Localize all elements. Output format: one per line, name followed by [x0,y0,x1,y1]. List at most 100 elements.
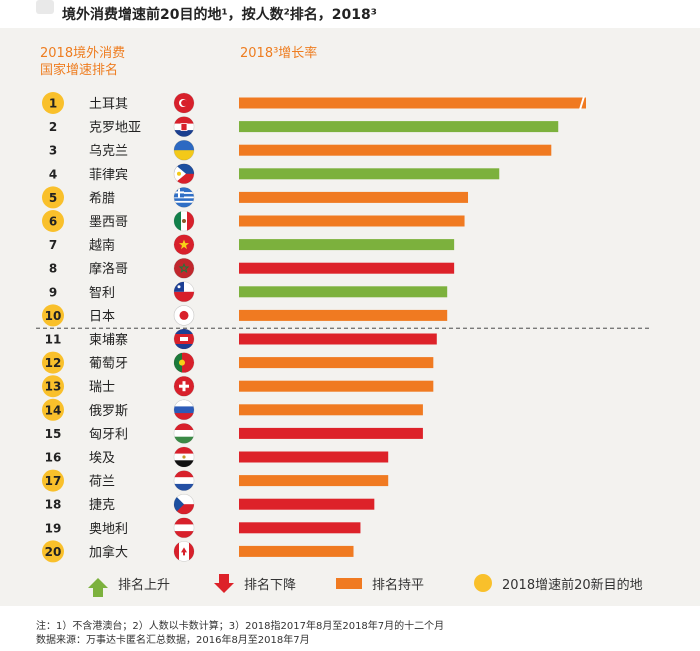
country-name: 荷兰 [89,475,115,490]
flag-outline [173,328,195,350]
flag-canada-icon [174,541,194,562]
country-name: 乌克兰 [89,143,128,159]
rank-badge [42,92,64,114]
flag-outline [173,399,195,421]
legend-up-label: 排名上升 [118,577,171,593]
growth-bar [239,191,469,203]
growth-bar [239,144,552,156]
rank-number: 20 [45,545,62,559]
country-name: 克罗地亚 [89,121,141,136]
growth-bar [239,309,448,321]
arrow-down-icon [214,573,234,593]
flag-outline [173,305,195,326]
axis-break-mark [579,96,585,110]
growth-header: 2018³增长率 [240,46,318,61]
growth-bar [239,380,434,392]
rank-header-line2: 国家增速排名 [40,63,119,78]
flag-switzerland-icon [174,376,194,397]
country-name: 智利 [89,286,115,301]
flag-outline [173,352,195,373]
rank-badge [42,398,64,421]
flag-croatia-icon [174,116,194,137]
flag-austria-icon [174,517,194,538]
rank-badge [42,375,64,398]
growth-bar [239,404,423,416]
rank-badge [42,469,64,492]
rank-number: 19 [45,521,62,535]
growth-bar [239,286,448,298]
growth-bar [239,522,361,534]
flag-japan-icon [174,305,194,326]
country-name: 俄罗斯 [89,404,128,419]
flag-russia-icon [174,399,194,420]
growth-bar [239,239,455,251]
flag-outline [173,375,195,397]
country-name: 摩洛哥 [89,261,128,277]
rank-number: 6 [49,215,57,229]
rank-number: 1 [49,97,57,111]
growth-bar [239,97,586,109]
legend-new: 2018增速前20新目的地 [474,572,643,594]
flag-outline [173,281,195,303]
rank-number: 4 [49,167,57,181]
page-title: 境外消费增速前20目的地¹，按人数²排名，2018³ [62,7,377,23]
country-name: 奥地利 [89,522,128,537]
rank-badge [42,304,64,327]
country-name: 捷克 [89,498,115,513]
rank-badge [42,210,64,232]
flag-outline [173,139,195,161]
rank-header-line1: 2018境外消费 [40,46,126,61]
flag-morocco-icon [174,258,194,279]
country-name: 日本 [89,309,115,324]
footnote-line2: 数据来源：万事达卡匿名汇总数据，2016年8月至2018年7月 [36,635,310,646]
footnotes: 注：1）不含港澳台；2）人数以卡数计算；3）2018指2017年8月至2018年… [36,620,444,648]
rank-number: 14 [45,403,62,417]
flag-outline [173,493,195,515]
rank-number: 16 [45,451,62,465]
growth-bar [239,357,434,369]
country-name: 瑞士 [89,380,115,395]
flag-greece-icon [174,187,194,208]
new-destination-dot-icon [474,574,492,592]
flag-philippines-icon [174,163,194,184]
flag-chile-icon [174,281,194,302]
flag-cambodia-icon [174,329,194,349]
rank-number: 8 [49,262,57,276]
rank-number: 2 [49,120,57,134]
flag-outline [173,470,195,491]
flag-outline [173,257,195,279]
rank-number: 5 [49,191,57,205]
flag-outline [173,541,195,562]
legend-flat-label: 排名持平 [372,577,425,593]
country-name: 希腊 [89,191,115,206]
flag-hungary-icon [174,423,194,444]
legend-flat: 排名持平 [336,572,424,594]
rank-number: 3 [49,144,57,158]
growth-bar [239,545,354,557]
country-name: 匈牙利 [89,427,128,442]
flag-outline [173,517,195,539]
rank-number: 9 [49,285,57,299]
rank-number: 18 [45,498,62,512]
flag-outline [173,210,195,232]
growth-bar [239,451,389,463]
growth-bar [239,333,437,345]
rank-number: 13 [45,380,62,394]
rank-number: 17 [45,474,62,488]
rank-number: 15 [45,427,62,441]
growth-bar [239,215,465,227]
flag-czech-icon [174,494,194,515]
growth-bar [239,121,559,133]
legend-down: 排名下降 [214,572,296,594]
rank-number: 10 [45,309,62,323]
rank-badge [42,186,64,209]
rank-number: 11 [45,333,62,347]
flag-ukraine-icon [174,140,194,161]
rank-number: 12 [45,356,62,370]
growth-bar [239,262,455,274]
growth-bar [239,475,389,487]
legend-new-label: 2018增速前20新目的地 [502,577,643,593]
flag-outline [173,116,195,137]
rank-badge [42,351,64,374]
